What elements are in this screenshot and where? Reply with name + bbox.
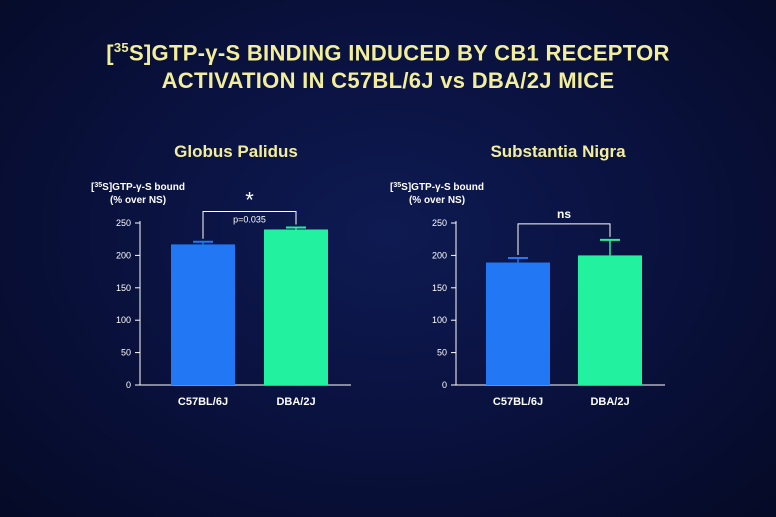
y-tick-label: 200: [116, 250, 131, 260]
y-tick-label: 50: [121, 348, 131, 358]
y-tick-label: 200: [432, 250, 447, 260]
y-tick-label: 250: [432, 218, 447, 228]
y-tick-label: 0: [442, 380, 447, 390]
x-category-label: DBA/2J: [276, 396, 315, 408]
y-tick-label: 250: [116, 218, 131, 228]
y-tick-label: 50: [437, 348, 447, 358]
chart-title: Globus Palidus: [174, 142, 298, 161]
chart-panel-1: Globus Palidus [35S]GTP-γ-S bound (% over …: [91, 142, 351, 408]
y-tick-label: 0: [126, 380, 131, 390]
p-value-label: p=0.035: [233, 215, 266, 225]
y-axis-label-line2: (% over NS): [409, 195, 465, 206]
bar-c57bl6j: [171, 244, 235, 385]
bar-dba2j: [578, 255, 642, 385]
y-axis-label-line2: (% over NS): [110, 195, 166, 206]
y-axis-label-line1: [35S]GTP-γ-S bound: [390, 182, 484, 193]
x-category-label: C57BL/6J: [493, 396, 543, 408]
bar-c57bl6j: [486, 262, 550, 385]
y-tick-label: 150: [432, 283, 447, 293]
significance-ns: ns: [557, 207, 571, 221]
y-axis-label-line1: [35S]GTP-γ-S bound: [91, 182, 185, 193]
chart-title: Substantia Nigra: [490, 142, 626, 161]
y-tick-label: 100: [432, 315, 447, 325]
significance-bracket: [202, 211, 297, 239]
slide-title: [35S]GTP-γ-S BINDING INDUCED BY CB1 RECE…: [0, 34, 776, 95]
slide-title-line1: [35S]GTP-γ-S BINDING INDUCED BY CB1 RECE…: [106, 40, 670, 66]
significance-bracket: [517, 223, 611, 255]
x-category-label: DBA/2J: [590, 396, 629, 408]
slide-title-line2: ACTIVATION IN C57BL/6J vs DBA/2J MICE: [161, 68, 615, 94]
bar-dba2j: [264, 229, 328, 385]
y-tick-label: 150: [116, 283, 131, 293]
x-category-label: C57BL/6J: [178, 396, 228, 408]
y-tick-label: 100: [116, 315, 131, 325]
chart-panel-2: Substantia Nigra [35S]GTP-γ-S bound (% ove…: [390, 142, 665, 408]
significance-asterisk: *: [245, 188, 254, 213]
